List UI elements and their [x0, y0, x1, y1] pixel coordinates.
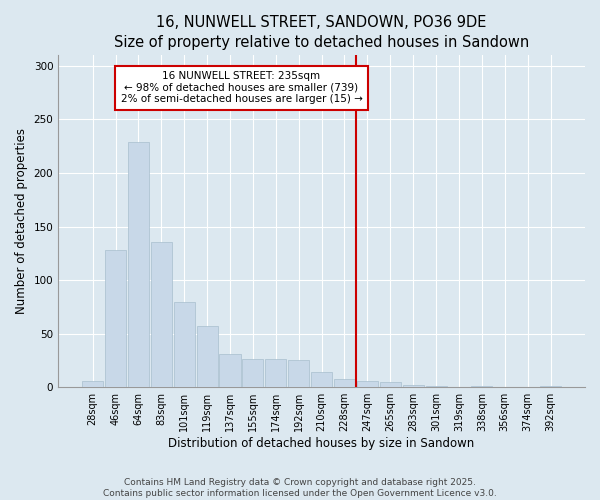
Bar	[105, 250, 126, 387]
Bar	[265, 360, 286, 387]
Bar	[220, 354, 241, 387]
Bar	[311, 372, 332, 387]
Text: Contains HM Land Registry data © Crown copyright and database right 2025.
Contai: Contains HM Land Registry data © Crown c…	[103, 478, 497, 498]
Bar	[288, 360, 309, 387]
Text: 16 NUNWELL STREET: 235sqm
← 98% of detached houses are smaller (739)
2% of semi-: 16 NUNWELL STREET: 235sqm ← 98% of detac…	[121, 71, 362, 104]
Bar	[173, 302, 195, 387]
Bar	[242, 360, 263, 387]
Y-axis label: Number of detached properties: Number of detached properties	[15, 128, 28, 314]
Bar	[380, 382, 401, 387]
Bar	[334, 378, 355, 387]
Bar	[403, 385, 424, 387]
Bar	[151, 242, 172, 387]
Title: 16, NUNWELL STREET, SANDOWN, PO36 9DE
Size of property relative to detached hous: 16, NUNWELL STREET, SANDOWN, PO36 9DE Si…	[114, 15, 529, 50]
Bar	[82, 381, 103, 387]
Bar	[128, 142, 149, 387]
Bar	[197, 326, 218, 387]
Bar	[472, 386, 493, 387]
X-axis label: Distribution of detached houses by size in Sandown: Distribution of detached houses by size …	[169, 437, 475, 450]
Bar	[540, 386, 561, 387]
Bar	[425, 386, 446, 387]
Bar	[357, 381, 378, 387]
